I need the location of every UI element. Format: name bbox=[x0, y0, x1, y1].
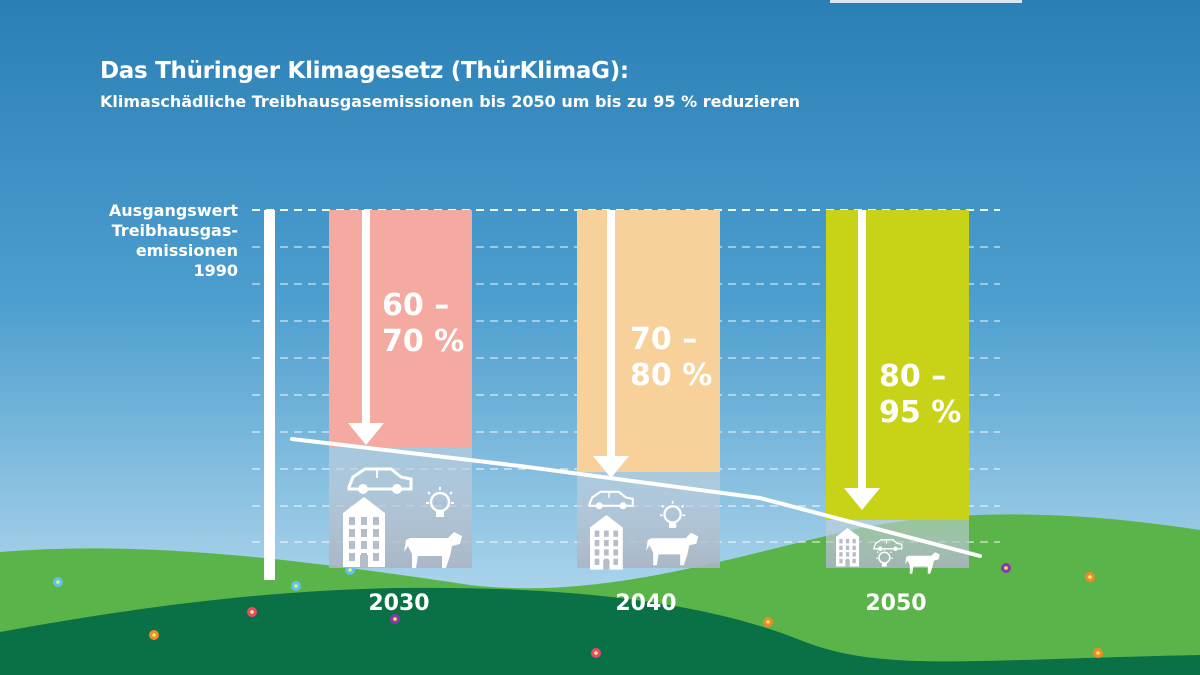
year-label-2050: 2050 bbox=[865, 591, 927, 616]
car-icon bbox=[588, 490, 634, 510]
baseline-axis bbox=[264, 210, 275, 580]
flower-icon bbox=[291, 581, 301, 591]
flower-icon bbox=[390, 614, 400, 624]
flower-icon bbox=[1093, 648, 1103, 658]
building-icon bbox=[343, 497, 385, 567]
chart-title: Das Thüringer Klimagesetz (ThürKlimaG): bbox=[100, 58, 629, 84]
year-label-2040: 2040 bbox=[615, 591, 677, 616]
cow-icon bbox=[404, 532, 462, 568]
reduction-arrows bbox=[348, 210, 880, 510]
car-icon bbox=[347, 467, 413, 494]
reduction-label-line: 60 – bbox=[382, 288, 450, 323]
reduction-label-line: 70 – bbox=[630, 322, 698, 357]
lightbulb-icon bbox=[426, 487, 454, 517]
cow-icon bbox=[646, 532, 699, 566]
reduction-label-line: 70 % bbox=[382, 324, 465, 359]
bars bbox=[329, 210, 969, 568]
reduction-label-2030: 60 – 70 % bbox=[382, 288, 464, 360]
baseline-label-line: Treibhausgas- bbox=[111, 221, 238, 240]
hill-dark bbox=[0, 587, 1200, 675]
flowers bbox=[53, 563, 1103, 658]
icons-2040 bbox=[588, 490, 699, 570]
reduction-label-2050: 80 – 95 % bbox=[879, 359, 961, 431]
bar-reduction-2040 bbox=[577, 210, 720, 472]
down-arrow-icon bbox=[348, 210, 384, 445]
flower-icon bbox=[149, 630, 159, 640]
down-arrow-icon bbox=[593, 210, 629, 478]
icons-2050 bbox=[836, 528, 940, 574]
baseline-label-line: Ausgangswert bbox=[108, 201, 238, 220]
icons-2030 bbox=[343, 467, 462, 568]
flower-icon bbox=[247, 607, 257, 617]
building-icon bbox=[590, 515, 623, 570]
icon-groups bbox=[343, 467, 940, 574]
baseline-label-line: 1990 bbox=[193, 261, 238, 280]
trend-line bbox=[290, 437, 982, 558]
year-label-2030: 2030 bbox=[368, 591, 430, 616]
flower-icon bbox=[1085, 572, 1095, 582]
lightbulb-icon bbox=[876, 548, 893, 567]
reduction-label-line: 80 – bbox=[879, 359, 947, 394]
car-icon bbox=[873, 539, 903, 552]
top-tab-decoration bbox=[830, 0, 1022, 3]
flower-icon bbox=[591, 648, 601, 658]
baseline-label: Ausgangswert Treibhausgas- emissionen 19… bbox=[60, 201, 238, 281]
building-icon bbox=[836, 528, 860, 567]
flower-icon bbox=[1001, 563, 1011, 573]
bar-reduction-2050 bbox=[826, 210, 969, 520]
baseline-label-line: emissionen bbox=[135, 241, 238, 260]
reduction-label-2040: 70 – 80 % bbox=[630, 322, 712, 394]
flower-icon bbox=[763, 617, 773, 627]
reduction-label-line: 80 % bbox=[630, 358, 713, 393]
cow-icon bbox=[905, 552, 940, 574]
bar-reduction-2030 bbox=[329, 210, 472, 448]
flower-icon bbox=[53, 577, 63, 587]
down-arrow-icon bbox=[844, 210, 880, 510]
chart-subtitle: Klimaschädliche Treibhausgasemissionen b… bbox=[100, 92, 801, 111]
reduction-label-line: 95 % bbox=[879, 395, 962, 430]
lightbulb-icon bbox=[660, 500, 686, 528]
